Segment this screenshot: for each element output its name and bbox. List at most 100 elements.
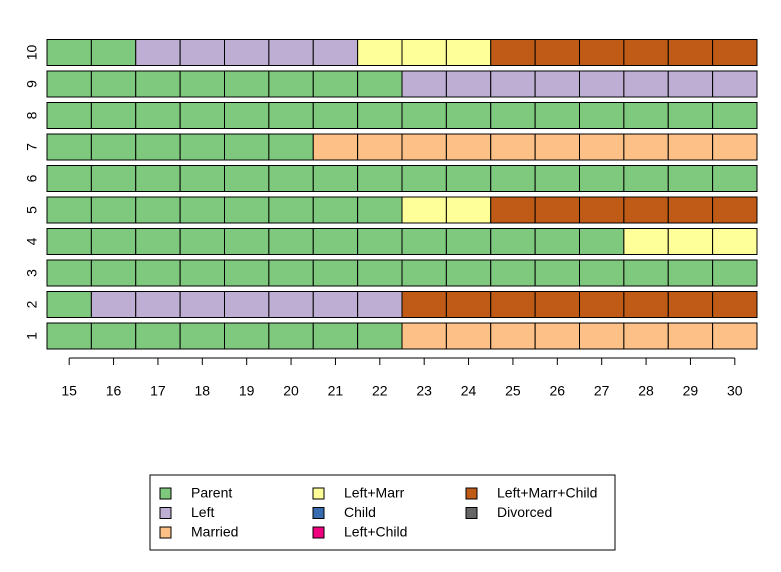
- sequence-cell: [667, 102, 714, 129]
- sequence-cell: [224, 259, 270, 287]
- sequence-cell: [312, 228, 359, 255]
- sequence-cell: [534, 39, 580, 66]
- sequence-cell: [490, 196, 536, 224]
- sequence-cell: [579, 102, 625, 129]
- legend-swatch: [312, 507, 325, 519]
- sequence-cell: [490, 133, 536, 161]
- sequence-cell: [312, 291, 359, 318]
- sequence-cell: [135, 291, 181, 318]
- sequence-cell: [667, 70, 714, 98]
- sequence-cell: [179, 196, 225, 224]
- sequence-cell: [268, 39, 314, 66]
- legend-swatch: [465, 487, 478, 500]
- sequence-cell: [445, 291, 492, 318]
- sequence-cell: [179, 259, 225, 287]
- sequence-cell: [667, 133, 714, 161]
- y-tick-label: 5: [24, 206, 40, 214]
- x-tick-label: 15: [61, 383, 77, 399]
- sequence-cell: [357, 259, 403, 287]
- sequence-cell: [445, 196, 492, 224]
- legend-swatch: [159, 507, 172, 519]
- sequence-cell: [312, 196, 359, 224]
- sequence-cell: [534, 70, 580, 98]
- sequence-cell: [445, 228, 492, 255]
- sequence-cell: [135, 228, 181, 255]
- sequence-cell: [401, 165, 447, 192]
- y-tick-label: 9: [24, 80, 40, 88]
- sequence-cell: [401, 228, 447, 255]
- sequence-cell: [268, 228, 314, 255]
- legend-swatch: [312, 526, 325, 539]
- sequence-cell: [623, 102, 669, 129]
- sequence-cell: [401, 259, 447, 287]
- x-tick-label: 24: [461, 383, 477, 399]
- sequence-cell: [179, 228, 225, 255]
- y-tick-label: 3: [24, 269, 40, 277]
- sequence-cell: [490, 70, 536, 98]
- sequence-cell: [268, 259, 314, 287]
- y-tick-label: 10: [24, 45, 40, 61]
- sequence-cell: [135, 322, 181, 350]
- sequence-cell: [401, 133, 447, 161]
- sequence-cell: [667, 165, 714, 192]
- sequence-cell: [667, 196, 714, 224]
- sequence-cell: [579, 39, 625, 66]
- sequence-cell: [224, 196, 270, 224]
- sequence-cell: [90, 39, 137, 66]
- sequence-cell: [90, 133, 137, 161]
- y-tick-label: 6: [24, 174, 40, 182]
- sequence-cell: [90, 196, 137, 224]
- sequence-cell: [357, 39, 403, 66]
- sequence-cell: [623, 322, 669, 350]
- sequence-cell: [623, 165, 669, 192]
- sequence-cell: [445, 39, 492, 66]
- sequence-cell: [135, 259, 181, 287]
- sequence-cell: [90, 322, 137, 350]
- sequence-cell: [357, 322, 403, 350]
- sequence-cell: [46, 259, 92, 287]
- x-tick-label: 27: [594, 383, 610, 399]
- sequence-cell: [357, 102, 403, 129]
- x-tick-label: 28: [638, 383, 654, 399]
- sequence-cell: [667, 39, 714, 66]
- y-tick-label: 1: [24, 332, 40, 340]
- sequence-cell: [490, 102, 536, 129]
- sequence-cell: [490, 259, 536, 287]
- sequence-cell: [401, 291, 447, 318]
- sequence-cell: [179, 291, 225, 318]
- sequence-cell: [46, 133, 92, 161]
- x-tick-label: 18: [195, 383, 211, 399]
- sequence-cell: [712, 133, 758, 161]
- sequence-cell: [534, 102, 580, 129]
- legend-label: Left: [191, 504, 214, 520]
- sequence-cell: [579, 322, 625, 350]
- sequence-cell: [401, 322, 447, 350]
- y-tick-label: 8: [24, 111, 40, 119]
- sequence-cell: [135, 102, 181, 129]
- sequence-cell: [90, 102, 137, 129]
- x-tick-label: 21: [328, 383, 344, 399]
- sequence-cell: [534, 228, 580, 255]
- sequence-cell: [357, 165, 403, 192]
- sequence-cell: [623, 228, 669, 255]
- sequence-cell: [179, 165, 225, 192]
- sequence-cell: [224, 228, 270, 255]
- sequence-cell: [401, 39, 447, 66]
- sequence-cell: [712, 102, 758, 129]
- x-tick-label: 29: [683, 383, 699, 399]
- sequence-cell: [401, 196, 447, 224]
- sequence-cell: [445, 259, 492, 287]
- sequence-cell: [46, 322, 92, 350]
- sequence-cell: [667, 228, 714, 255]
- sequence-cell: [224, 165, 270, 192]
- sequence-cell: [312, 70, 359, 98]
- legend-box: [149, 474, 616, 551]
- sequence-cell: [357, 133, 403, 161]
- sequence-cell: [579, 165, 625, 192]
- sequence-cell: [312, 133, 359, 161]
- sequence-cell: [579, 259, 625, 287]
- sequence-cell: [579, 70, 625, 98]
- sequence-cell: [135, 133, 181, 161]
- sequence-cell: [579, 291, 625, 318]
- sequence-cell: [224, 70, 270, 98]
